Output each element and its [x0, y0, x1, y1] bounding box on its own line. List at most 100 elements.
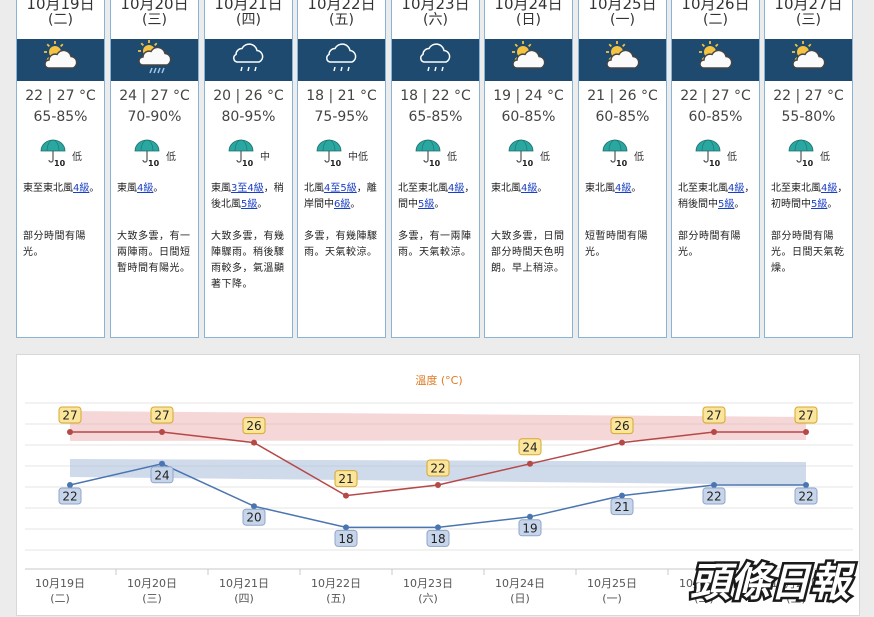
- wind-force-link[interactable]: 4級: [448, 183, 465, 194]
- max-temp-label: 26: [246, 419, 261, 433]
- max-temp-label: 27: [798, 409, 813, 423]
- min-temp-label: 20: [246, 511, 261, 525]
- max-temp-point: [159, 429, 165, 435]
- forecast-date: 10月24日: [494, 0, 563, 13]
- x-tick-weekday: (日): [510, 592, 530, 605]
- svg-text:10: 10: [616, 159, 628, 167]
- wind-text: 。: [350, 199, 361, 210]
- svg-text:10: 10: [330, 159, 342, 167]
- x-tick-label: 10月21日: [219, 577, 269, 590]
- forecast-wind: 北至東北風4級，初時間中5級。: [771, 181, 849, 213]
- umbrella-icon: 10: [694, 139, 724, 171]
- min-temp-point: [67, 482, 73, 488]
- min-temp-label-box: [58, 487, 82, 505]
- forecast-weekday: (日): [516, 12, 541, 28]
- wind-text: ，稍後北風: [211, 183, 284, 210]
- forecast-wind: 東風4級。: [117, 181, 195, 197]
- forecast-temperature: 18 | 21 °C: [306, 88, 377, 104]
- umbrella-icon: 10: [39, 139, 69, 171]
- wind-text: ，離岸間中: [304, 183, 377, 210]
- forecast-wind: 北至東北風4級，間中5級。: [398, 181, 476, 213]
- wind-force-link[interactable]: 4級: [521, 183, 538, 194]
- forecast-weekday: (四): [236, 12, 261, 28]
- forecast-wind: 東北風4級。: [491, 181, 569, 197]
- x-tick-label: 10月24日: [495, 577, 545, 590]
- forecast-date: 10月21日: [214, 0, 283, 13]
- max-temp-label: 27: [62, 409, 77, 423]
- svg-text:10: 10: [709, 159, 721, 167]
- x-tick-label: 10月19日: [35, 577, 85, 590]
- forecast-wind: 北風4至5級，離岸間中6級。: [304, 181, 382, 213]
- umbrella-icon: 10: [787, 139, 817, 171]
- forecast-weekday: (六): [423, 12, 448, 28]
- wind-text: 北至東北風: [398, 183, 448, 194]
- x-tick-weekday: (五): [326, 592, 346, 605]
- forecast-card: 10月22日 (五) 18 | 21 °C 75-95% 10 中低 北風4至5…: [297, 0, 386, 338]
- min-temp-label-box: [702, 487, 726, 505]
- wind-force-link[interactable]: 4級: [728, 183, 745, 194]
- wind-force-link[interactable]: 6級: [334, 199, 351, 210]
- forecast-wind: 東風3至4級，稍後北風5級。: [211, 181, 289, 213]
- min-temp-label-box: [334, 529, 358, 547]
- forecast-card: 10月24日 (日) 19 | 24 °C 60-85% 10 低 東北風4級。…: [484, 0, 573, 338]
- x-tick-weekday: (三): [142, 592, 162, 605]
- x-tick-label: 10月25日: [587, 577, 637, 590]
- svg-text:10: 10: [242, 159, 254, 167]
- weather-icon-bar: [485, 39, 572, 81]
- wind-force-link[interactable]: 4至5級: [324, 183, 357, 194]
- wind-text: ，初時間中: [771, 183, 848, 210]
- wind-force-link[interactable]: 5級: [811, 199, 828, 210]
- wind-text: 東風: [211, 183, 231, 194]
- forecast-weekday: (一): [610, 12, 635, 28]
- min-temp-label: 22: [62, 490, 77, 504]
- min-temp-point: [343, 524, 349, 531]
- weather-icon-bar: [672, 39, 759, 81]
- max-temp-label-box: [334, 470, 358, 488]
- forecast-card: 10月26日 (二) 22 | 27 °C 60-85% 10 低 北至東北風4…: [671, 0, 760, 338]
- min-temp-label: 24: [154, 468, 169, 482]
- watermark-logo: 頭條日報: [688, 558, 858, 609]
- max-temp-label: 22: [430, 462, 445, 476]
- sun-cloud-icon: [601, 38, 645, 82]
- forecast-card: 10月25日 (一) 21 | 26 °C 60-85% 10 低 東北風4級。…: [578, 0, 667, 338]
- x-tick-weekday: (六): [418, 592, 438, 605]
- wind-force-link[interactable]: 5級: [718, 199, 735, 210]
- wind-text: ，稍後間中: [678, 183, 755, 210]
- x-tick-label: 10月20日: [127, 577, 177, 590]
- rain-probability-label: 中: [260, 151, 270, 163]
- min-temp-point: [251, 503, 257, 510]
- wind-force-link[interactable]: 5級: [418, 199, 435, 210]
- wind-text: 。: [827, 199, 838, 210]
- min-temp-label: 21: [614, 500, 629, 514]
- wind-force-link[interactable]: 4級: [821, 183, 838, 194]
- wind-text: 。: [434, 199, 445, 210]
- forecast-weekday: (二): [703, 12, 728, 28]
- wind-force-link[interactable]: 3至4級: [231, 183, 264, 194]
- cloud-rain-icon: [227, 38, 271, 82]
- rain-probability-label: 低: [727, 151, 737, 163]
- forecast-description: 部分時間有陽光。: [678, 231, 741, 258]
- watermark-text: 頭條日報: [690, 560, 856, 606]
- wind-force-link[interactable]: 4級: [73, 183, 90, 194]
- forecast-description: 大致多雲，有幾陣驟雨。稍後驟雨較多，氣溫顯著下降。: [211, 231, 285, 290]
- wind-force-link[interactable]: 4級: [615, 183, 632, 194]
- min-temp-point: [619, 492, 625, 499]
- forecast-date: 10月19日: [26, 0, 95, 13]
- wind-force-link[interactable]: 4級: [137, 183, 154, 194]
- max-temp-point: [435, 482, 441, 488]
- x-tick-label: 10月27日: [771, 577, 821, 590]
- weather-icon-bar: [205, 39, 292, 81]
- min-temp-label-box: [242, 508, 266, 526]
- rain-probability: 10 低: [392, 139, 479, 169]
- min-temp-label-box: [426, 529, 450, 547]
- wind-force-link[interactable]: 5級: [241, 199, 258, 210]
- chart-title: 溫度 (°C): [415, 373, 462, 387]
- forecast-description: 大致多雲，有一兩陣雨。日間短暫時間有陽光。: [117, 231, 191, 274]
- weather-icon-bar: [111, 39, 198, 81]
- cloud-rain-icon: [414, 38, 458, 82]
- max-temp-label: 24: [522, 440, 537, 454]
- max-temp-label-box: [518, 438, 542, 456]
- forecast-humidity: 60-85%: [688, 109, 743, 125]
- min-temp-point: [527, 513, 533, 520]
- rain-probability-label: 中低: [348, 151, 368, 163]
